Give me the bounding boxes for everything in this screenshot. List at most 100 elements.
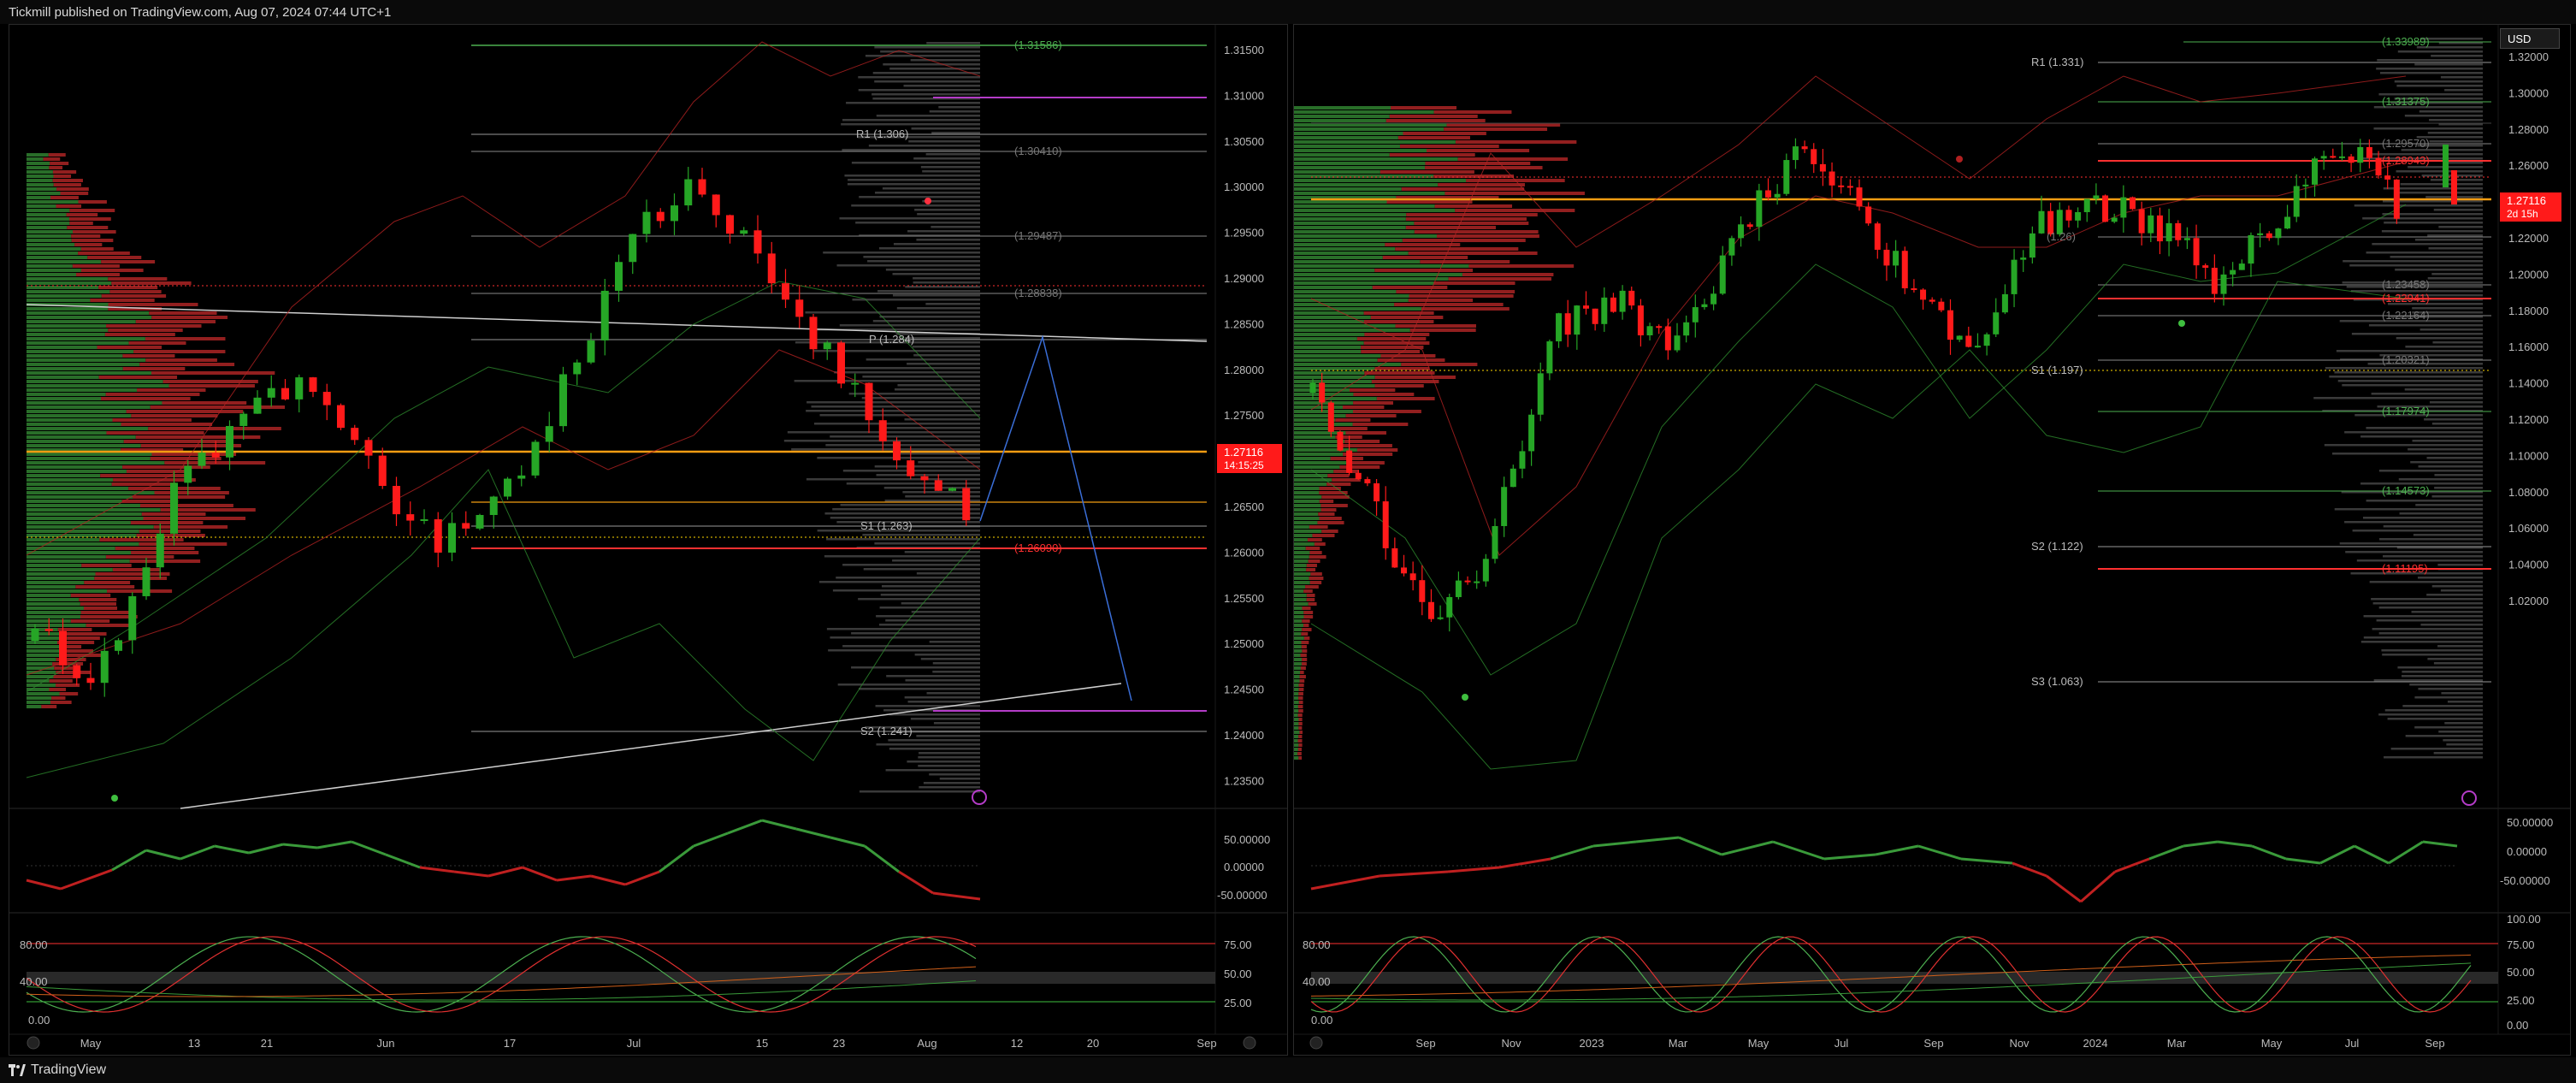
last-price-tag: [1217, 444, 1282, 473]
trendline: [180, 683, 1122, 809]
time-axis-label: 2024: [2083, 1037, 2108, 1050]
price-axis-label: 1.20000: [2508, 268, 2549, 281]
signal-dot: [2178, 320, 2185, 327]
level-label: (1.28943): [2382, 154, 2430, 167]
price-axis-label: 1.02000: [2508, 595, 2549, 607]
time-axis-label: 20: [1087, 1037, 1099, 1050]
level-label: (1.26): [2047, 230, 2076, 243]
time-axis-label: 21: [261, 1037, 273, 1050]
envelope-bands: [1310, 75, 2407, 770]
auto-scale-icon[interactable]: [1243, 1036, 1256, 1050]
price-axis-label: 1.12000: [2508, 413, 2549, 426]
lightning-alert-icon[interactable]: [2461, 790, 2477, 806]
price-axis-label: 1.14000: [2508, 377, 2549, 390]
timezone-icon[interactable]: [1309, 1036, 1323, 1050]
time-axis-label: Jun: [377, 1037, 395, 1050]
price-axis-label: 1.25000: [1224, 637, 1264, 650]
stochastic-oscillator: [26, 936, 977, 1013]
time-axis-label: 15: [756, 1037, 768, 1050]
lightning-alert-icon[interactable]: [972, 790, 987, 805]
price-axis-label: 1.26500: [1224, 500, 1264, 513]
price-axis-label: 1.04000: [2508, 559, 2549, 571]
trendline: [26, 304, 1208, 342]
momentum-oscillator: [1310, 836, 2458, 903]
osc-axis-label: 50.00000: [2507, 816, 2553, 829]
left-chart-svg[interactable]: (1.31586) R1 (1.306) (1.30410) (1.29487)…: [9, 25, 1287, 1055]
stochastic-oscillator: [1310, 936, 2472, 1013]
osc-axis-label: 40.00: [1303, 975, 1331, 988]
level-label: (1.23458): [2382, 278, 2430, 291]
price-axis-label: 1.26000: [1224, 546, 1264, 559]
left-chart-panel[interactable]: (1.31586) R1 (1.306) (1.30410) (1.29487)…: [9, 24, 1288, 1056]
envelope-bands: [26, 41, 981, 778]
level-label: (1.30410): [1014, 145, 1062, 157]
level-label: R1 (1.306): [856, 127, 908, 140]
volume-profile: [27, 153, 286, 708]
osc-axis-label: 50.00000: [1224, 833, 1270, 846]
footer-brand[interactable]: TradingView: [31, 1062, 107, 1077]
publisher-bar: Tickmill published on TradingView.com, A…: [0, 0, 2576, 24]
osc-axis-label: 100.00: [2507, 913, 2541, 926]
time-axis-label: Sep: [2425, 1037, 2444, 1050]
price-axis-label: 1.23500: [1224, 774, 1264, 787]
currency-selector-button[interactable]: USD: [2500, 28, 2560, 49]
price-axis-label: 1.24000: [1224, 729, 1264, 742]
price-axis-label: 1.06000: [2508, 522, 2549, 535]
price-axis-label: 1.31000: [1224, 89, 1264, 102]
price-axis-label: 1.10000: [2508, 449, 2549, 462]
session-volume-profile: [783, 42, 980, 793]
candles: [31, 167, 971, 697]
footer-bar: TradingView: [0, 1057, 2576, 1083]
price-axis-label: 1.16000: [2508, 340, 2549, 353]
time-axis-label: 23: [833, 1037, 845, 1050]
timezone-icon[interactable]: [27, 1036, 40, 1050]
neutral-band: [1311, 972, 2498, 984]
time-axis-label: 12: [1011, 1037, 1023, 1050]
level-label: S1 (1.263): [860, 519, 913, 532]
osc-axis-label: 0.00: [2507, 1019, 2528, 1032]
candles: [1309, 138, 2457, 632]
price-axis-label: 1.29000: [1224, 272, 1264, 285]
price-axis-label: 1.30000: [1224, 180, 1264, 193]
price-axis[interactable]: 1.31500 1.31000 1.30500 1.30000 1.29500 1.290…: [1224, 44, 1264, 787]
last-price-value: 1.27116: [1224, 446, 1263, 459]
osc-axis-label: 0.00000: [2507, 845, 2547, 858]
momentum-oscillator: [26, 819, 981, 901]
osc-axis-label: -50.00000: [1217, 889, 1267, 902]
price-axis-label: 1.24500: [1224, 684, 1264, 696]
level-label: (1.22164): [2382, 309, 2430, 322]
price-axis-label: 1.08000: [2508, 486, 2549, 499]
time-axis-label: 13: [188, 1037, 200, 1050]
level-label: (1.29570): [2382, 137, 2430, 150]
price-axis[interactable]: 1.320001.300001.280001.260001.240001.220…: [2508, 50, 2549, 607]
price-axis-label: 1.28000: [2508, 123, 2549, 136]
time-axis-label: May: [2261, 1037, 2283, 1050]
price-axis-label: 1.27500: [1224, 409, 1264, 422]
time-axis-label: Jul: [627, 1037, 641, 1050]
time-axis-label: Sep: [1415, 1037, 1435, 1050]
publisher-text: Tickmill published on TradingView.com, A…: [9, 5, 392, 20]
osc-axis-label: 0.00000: [1224, 861, 1264, 873]
time-axis[interactable]: Sep Nov 2023 Mar May Jul Sep Nov 2024 Mar May Jul Se…: [1415, 1037, 2444, 1050]
level-label: (1.11195): [2382, 562, 2428, 575]
osc-axis-label: 75.00: [1224, 938, 1252, 951]
time-axis[interactable]: May 13 21 Jun 17 Jul 15 23 Aug 12 20 Sep: [80, 1037, 1217, 1050]
time-axis-label: Nov: [1501, 1037, 1521, 1050]
osc-axis-label: 0.00: [1311, 1014, 1332, 1027]
signal-dot: [1462, 694, 1468, 701]
osc-axis-label: 40.00: [20, 975, 48, 988]
level-label: (1.20321): [2382, 353, 2430, 366]
price-axis-label: 1.26000: [2508, 159, 2549, 172]
level-label: (1.26090): [1014, 542, 1062, 554]
time-axis-label: Nov: [2009, 1037, 2029, 1050]
last-price-value: 1.27116: [2507, 194, 2546, 207]
right-chart-panel[interactable]: (1.33989) R1 (1.331) (1.31375) (1.29570)…: [1293, 24, 2571, 1056]
price-axis-label: 1.28000: [1224, 364, 1264, 376]
level-label: (1.29487): [1014, 229, 1062, 242]
osc-axis-label: 80.00: [1303, 938, 1331, 951]
level-label: S2 (1.122): [2031, 540, 2083, 553]
right-chart-svg[interactable]: (1.33989) R1 (1.331) (1.31375) (1.29570)…: [1294, 25, 2570, 1055]
level-label: (1.31375): [2382, 95, 2430, 108]
time-axis-label: May: [1748, 1037, 1770, 1050]
level-label: (1.28838): [1014, 287, 1062, 299]
